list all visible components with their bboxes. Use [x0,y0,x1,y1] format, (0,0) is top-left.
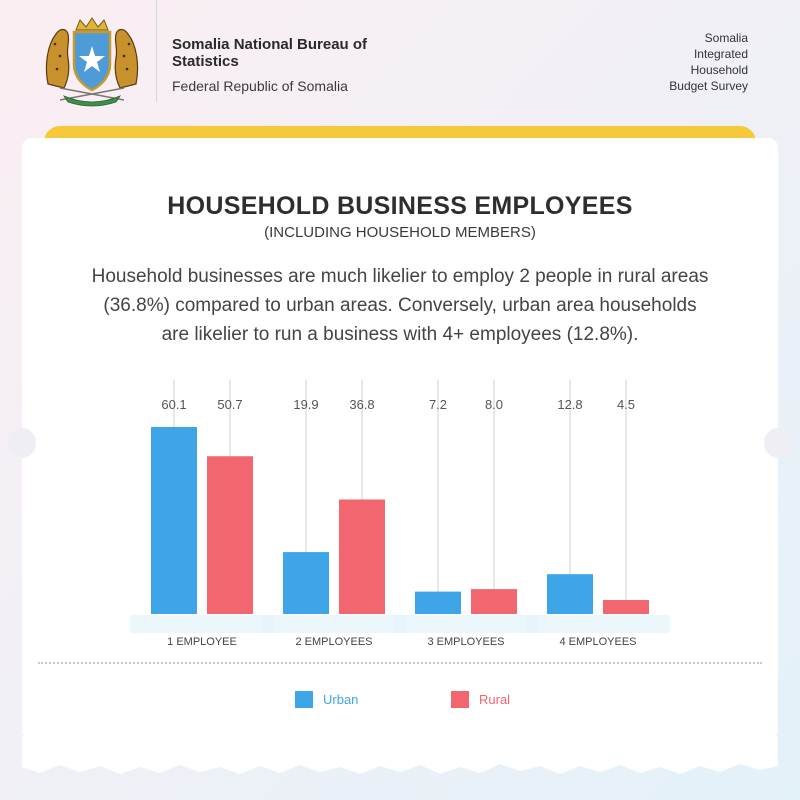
survey-line: Budget Survey [669,79,748,93]
survey-line: Somalia [704,31,748,45]
legend-swatch-rural [451,690,469,708]
chart-description: Household businesses are much likelier t… [91,266,709,345]
card-notch-left [8,428,36,458]
header-divider [156,0,157,102]
legend-swatch-urban [295,690,313,708]
legend-label-urban: Urban [323,691,359,707]
content-card [22,138,778,740]
legend-item-urban: Urban [295,690,358,708]
survey-line: Integrated [693,47,748,61]
legend-item-rural: Rural [451,690,510,708]
survey-line: Household [690,63,748,77]
legend-label-rural: Rural [479,691,511,707]
coat-of-arms-logo [45,17,139,107]
chart-title: HOUSEHOLD BUSINESS EMPLOYEES [167,192,633,220]
torn-paper-edge [22,736,778,774]
card-notch-right [764,428,792,458]
chart-divider [38,662,762,664]
survey-name: Somalia Integrated Household Budget Surv… [608,30,748,94]
org-subtitle: Federal Republic of Somalia [172,78,348,94]
chart-subtitle: (INCLUDING HOUSEHOLD MEMBERS) [264,224,536,241]
org-name: Somalia National Bureau of Statistics [172,36,368,70]
header: Somalia National Bureau of Statistics Fe… [0,0,800,120]
